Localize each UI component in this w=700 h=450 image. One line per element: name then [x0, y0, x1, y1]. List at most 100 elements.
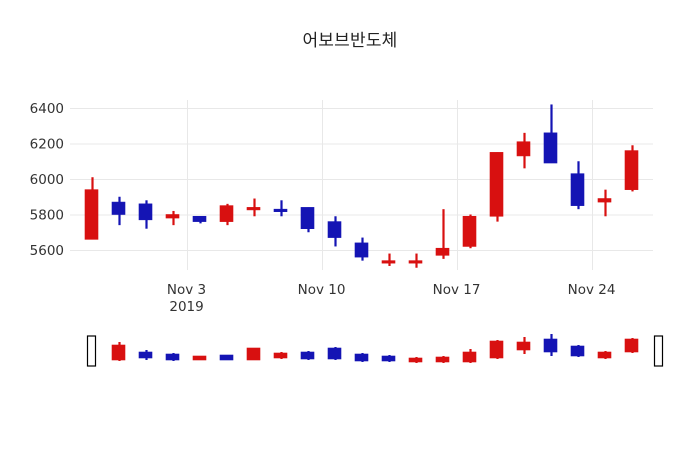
x-axis-tick-label: Nov 24	[568, 282, 616, 298]
candlestick[interactable]	[219, 203, 234, 226]
y-axis-tick-label: 6000	[30, 172, 64, 188]
candlestick-body	[516, 141, 531, 157]
candlestick-body	[219, 205, 234, 222]
candlestick-body	[597, 198, 612, 203]
y-axis-labels: 5600 5800 6000 6200 6400	[30, 101, 64, 259]
y-axis-tick-label: 6400	[30, 101, 64, 117]
volume-candlestick[interactable]	[192, 355, 207, 361]
volume-candlestick[interactable]	[516, 337, 531, 354]
volume-candlestick-body	[273, 352, 288, 359]
volume-candlestick-body-hollow	[86, 335, 97, 367]
volume-candlestick[interactable]	[597, 351, 612, 359]
candlestick[interactable]	[462, 214, 477, 249]
candlestick[interactable]	[354, 237, 369, 261]
x-axis-tick-label: Nov 3	[167, 282, 206, 298]
candlestick-body	[192, 215, 207, 222]
volume-candlestick[interactable]	[381, 355, 396, 362]
x-axis-tick-label: Nov 10	[298, 282, 346, 298]
candlestick-body	[435, 247, 450, 256]
volume-candlestick-body	[543, 338, 558, 353]
volume-candlestick[interactable]	[435, 356, 450, 363]
volume-candlestick-body	[489, 340, 504, 359]
candlestick[interactable]	[597, 189, 612, 217]
volume-candlestick[interactable]	[300, 351, 315, 360]
y-axis-tick-label: 5800	[30, 208, 64, 224]
x-axis-tick-label: Nov 17	[433, 282, 481, 298]
volume-candlestick-body	[246, 347, 261, 361]
candlestick[interactable]	[543, 104, 558, 164]
volume-candlestick-body	[165, 353, 180, 361]
candlestick-body	[327, 221, 342, 238]
volume-candlestick-body	[300, 351, 315, 360]
candlestick-body	[381, 260, 396, 264]
candlestick[interactable]	[435, 209, 450, 259]
volume-candlestick[interactable]	[273, 352, 288, 359]
x-axis-year-label: 2019	[169, 299, 203, 315]
volume-candlestick[interactable]	[489, 340, 504, 359]
volume-candlestick[interactable]	[138, 350, 153, 360]
candlestick-body	[273, 208, 288, 212]
candlestick[interactable]	[300, 207, 315, 233]
volume-candlestick[interactable]	[462, 349, 477, 363]
volume-candlestick-body	[516, 341, 531, 351]
candlestick-body	[165, 214, 180, 219]
y-axis-tick-label: 5600	[30, 243, 64, 259]
volume-candlestick-body	[408, 357, 423, 363]
candlestick-body	[246, 207, 261, 211]
volume-candlestick[interactable]	[653, 335, 664, 367]
volume-candlestick-body	[597, 351, 612, 359]
volume-candlestick[interactable]	[624, 338, 639, 353]
volume-candlestick-body	[327, 347, 342, 360]
volume-candlestick-body	[138, 351, 153, 359]
volume-candlestick[interactable]	[165, 353, 180, 361]
candlestick[interactable]	[516, 132, 531, 169]
volume-candlestick-body	[219, 354, 234, 361]
volume-candlestick-body-hollow	[653, 335, 664, 367]
candlestick[interactable]	[570, 161, 585, 210]
volume-candlestick[interactable]	[246, 347, 261, 361]
candlestick[interactable]	[138, 200, 153, 229]
candlestick-body	[354, 242, 369, 258]
candlestick[interactable]	[84, 177, 99, 240]
candlestick[interactable]	[381, 253, 396, 266]
candlestick-body	[300, 207, 315, 229]
volume-candlestick[interactable]	[219, 354, 234, 361]
page-title: 어보브반도체	[302, 31, 398, 51]
candlestick[interactable]	[624, 145, 639, 192]
volume-candlestick[interactable]	[408, 357, 423, 363]
candlestick-body	[462, 215, 477, 247]
volume-candlestick[interactable]	[543, 334, 558, 356]
candlestick[interactable]	[489, 152, 504, 222]
volume-candlestick-body	[192, 355, 207, 361]
volume-candlestick[interactable]	[86, 335, 97, 367]
volume-candlestick-body	[435, 356, 450, 363]
candlestick-series	[84, 104, 639, 268]
volume-candlestick-body	[570, 345, 585, 357]
candlestick-body	[138, 203, 153, 221]
candlestick-body	[570, 173, 585, 206]
candlestick[interactable]	[408, 253, 423, 268]
candlestick-body	[408, 260, 423, 264]
candlestick[interactable]	[165, 210, 180, 226]
candlestick-body	[624, 150, 639, 190]
candlestick[interactable]	[246, 198, 261, 217]
candlestick-body	[543, 132, 558, 164]
volume-candlestick-body	[462, 351, 477, 363]
volume-candlestick[interactable]	[570, 345, 585, 357]
candlestick[interactable]	[192, 215, 207, 224]
volume-candlestick-body	[624, 338, 639, 353]
candlestick[interactable]	[273, 200, 288, 217]
candlestick-body	[489, 152, 504, 217]
volume-candlestick[interactable]	[111, 342, 126, 361]
volume-panel	[86, 334, 664, 367]
volume-candlestick[interactable]	[354, 353, 369, 362]
candlestick[interactable]	[327, 216, 342, 247]
candlestick[interactable]	[111, 196, 126, 226]
volume-candlestick-body	[354, 353, 369, 362]
y-axis-tick-label: 6200	[30, 137, 64, 153]
candlestick-body	[84, 189, 99, 240]
volume-candlestick[interactable]	[327, 347, 342, 360]
